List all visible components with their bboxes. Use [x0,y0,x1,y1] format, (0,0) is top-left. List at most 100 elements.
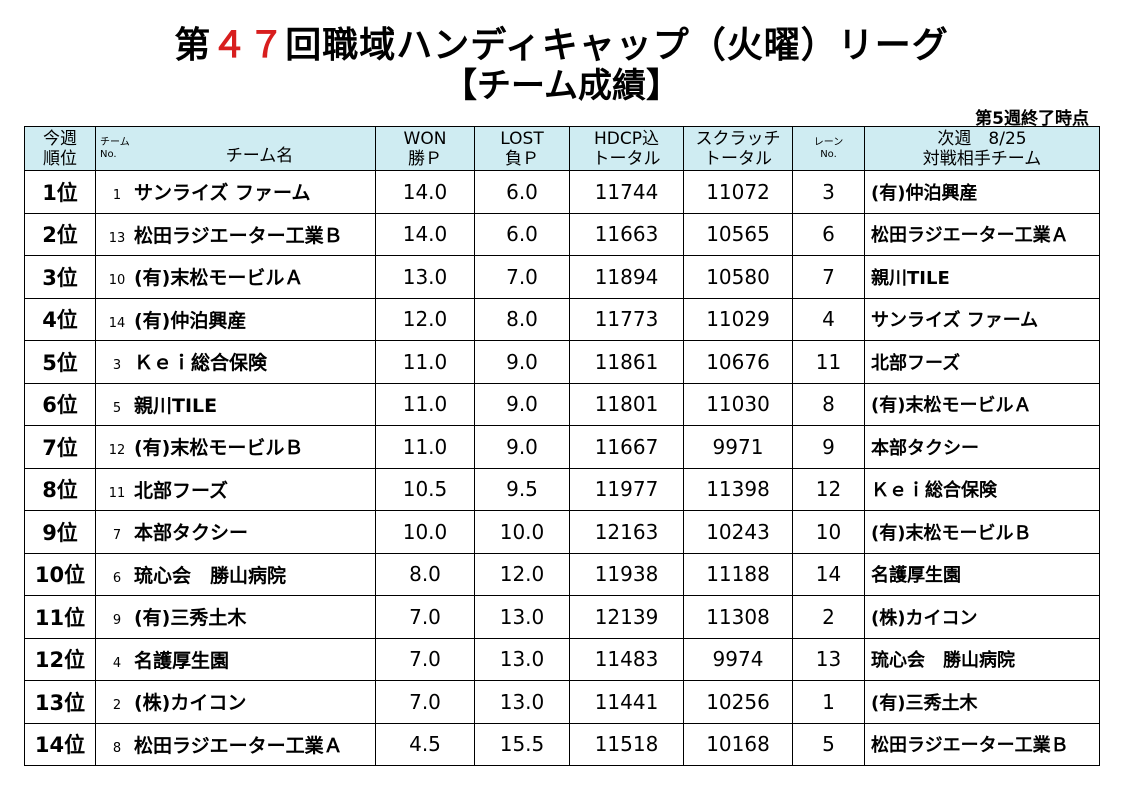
lane-cell: 7 [792,255,865,299]
opponent-cell: 松田ラジエーター工業Ａ [864,212,1100,256]
table-header-row: 今週 順位 チーム No. チーム名 WON 勝Ｐ LOST 負Ｐ HDCP込 トータル… [24,126,1100,171]
hdcp-cell: 11773 [569,297,684,341]
table-row: 4位 14 (有)仲泊興産 12.0 8.0 11773 11029 4 サンライズ ファーム [24,297,1100,341]
col-header-hdcp: HDCP込 トータル [569,126,684,171]
hdcp-cell: 11938 [569,552,684,596]
lane-cell: 3 [792,170,865,214]
team-cell: 7 本部タクシー [95,510,376,554]
title-prefix: 第 [174,25,212,66]
team-cell: 13 松田ラジエーター工業Ｂ [95,212,376,256]
lost-cell: 9.0 [474,382,570,426]
team-cell: 8 松田ラジエーター工業Ａ [95,722,376,766]
status-note: 第5週終了時点 [975,109,1089,129]
page-title: 第４７回職域ハンディキャップ（火曜）リーグ [0,26,1123,66]
scratch-cell: 10676 [683,340,793,384]
scratch-cell: 10565 [683,212,793,256]
lane-cell: 2 [792,595,865,639]
table-row: 14位 8 松田ラジエーター工業Ａ 4.5 15.5 11518 10168 5 松田ラジエータ… [24,722,1100,766]
table-row: 12位 4 名護厚生園 7.0 13.0 11483 9974 13 琉心会 勝山病院 [24,637,1100,681]
lost-cell: 6.0 [474,212,570,256]
team-number: 8 [112,740,122,756]
lost-cell: 15.5 [474,722,570,766]
title-number: ４７ [211,25,286,66]
scratch-cell: 11188 [683,552,793,596]
won-cell: 11.0 [375,340,475,384]
won-cell: 10.0 [375,510,475,554]
team-name: (株)カイコン [134,692,247,715]
opponent-cell: 琉心会 勝山病院 [864,637,1100,681]
team-number: 9 [112,613,122,629]
lost-cell: 8.0 [474,297,570,341]
col-header-team-name: チーム名 [225,145,294,166]
col-header-rank: 今週 順位 [24,126,96,171]
opponent-cell: 親川TILE [864,255,1100,299]
scratch-cell: 9974 [683,637,793,681]
team-number: 4 [112,655,122,671]
opponent-cell: Ｋｅｉ総合保険 [864,467,1100,511]
won-cell: 10.5 [375,467,475,511]
team-name: Ｋｅｉ総合保険 [134,352,268,375]
won-cell: 13.0 [375,255,475,299]
col-header-opponent: 次週 8/25 対戦相手チーム [864,126,1100,171]
col-header-team: チーム No. チーム名 [95,126,376,171]
col-header-team-small2: No. [100,148,117,160]
hdcp-cell: 11483 [569,637,684,681]
lost-cell: 9.0 [474,425,570,469]
lane-cell: 14 [792,552,865,596]
hdcp-cell: 11441 [569,680,684,724]
team-cell: 10 (有)末松モービルＡ [95,255,376,299]
lost-cell: 13.0 [474,637,570,681]
scratch-cell: 9971 [683,425,793,469]
scratch-cell: 11030 [683,382,793,426]
hdcp-cell: 11861 [569,340,684,384]
rank-cell: 14位 [24,722,96,766]
lane-cell: 9 [792,425,865,469]
team-name: 松田ラジエーター工業Ａ [134,734,343,757]
scratch-cell: 11398 [683,467,793,511]
team-number: 13 [108,230,126,246]
team-name: (有)仲泊興産 [134,309,247,332]
rank-cell: 12位 [24,637,96,681]
scratch-cell: 11308 [683,595,793,639]
team-cell: 4 名護厚生園 [95,637,376,681]
opponent-cell: (有)三秀土木 [864,680,1100,724]
team-cell: 1 サンライズ ファーム [95,170,376,214]
table-row: 10位 6 琉心会 勝山病院 8.0 12.0 11938 11188 14 名護厚生園 [24,552,1100,596]
team-name: 北部フーズ [134,479,229,502]
opponent-cell: (株)カイコン [864,595,1100,639]
won-cell: 12.0 [375,297,475,341]
lane-cell: 1 [792,680,865,724]
team-name: 本部タクシー [134,522,249,545]
team-number: 10 [108,273,126,289]
team-cell: 9 (有)三秀土木 [95,595,376,639]
team-number: 5 [112,400,122,416]
team-number: 3 [112,358,122,374]
col-header-team-small1: チーム [100,136,130,148]
team-cell: 14 (有)仲泊興産 [95,297,376,341]
table-row: 8位 11 北部フーズ 10.5 9.5 11977 11398 12 Ｋｅｉ総合保険 [24,467,1100,511]
hdcp-cell: 11667 [569,425,684,469]
rank-cell: 3位 [24,255,96,299]
lane-cell: 13 [792,637,865,681]
lost-cell: 10.0 [474,510,570,554]
team-number: 7 [112,528,122,544]
table-row: 9位 7 本部タクシー 10.0 10.0 12163 10243 10 (有)末松モービルＢ [24,510,1100,554]
table-row: 7位 12 (有)末松モービルＢ 11.0 9.0 11667 9971 9 本部タクシー [24,425,1100,469]
team-cell: 5 親川TILE [95,382,376,426]
won-cell: 7.0 [375,595,475,639]
team-cell: 11 北部フーズ [95,467,376,511]
table-row: 6位 5 親川TILE 11.0 9.0 11801 11030 8 (有)末松モービルＡ [24,382,1100,426]
table-row: 5位 3 Ｋｅｉ総合保険 11.0 9.0 11861 10676 11 北部フーズ [24,340,1100,384]
won-cell: 7.0 [375,637,475,681]
rank-cell: 2位 [24,212,96,256]
lane-cell: 4 [792,297,865,341]
col-header-lost: LOST 負Ｐ [474,126,570,171]
scratch-cell: 10168 [683,722,793,766]
team-cell: 12 (有)末松モービルＢ [95,425,376,469]
rank-cell: 10位 [24,552,96,596]
lane-cell: 11 [792,340,865,384]
team-number: 12 [108,443,126,459]
opponent-cell: (有)末松モービルＢ [864,510,1100,554]
team-number: 14 [108,315,126,331]
hdcp-cell: 11744 [569,170,684,214]
